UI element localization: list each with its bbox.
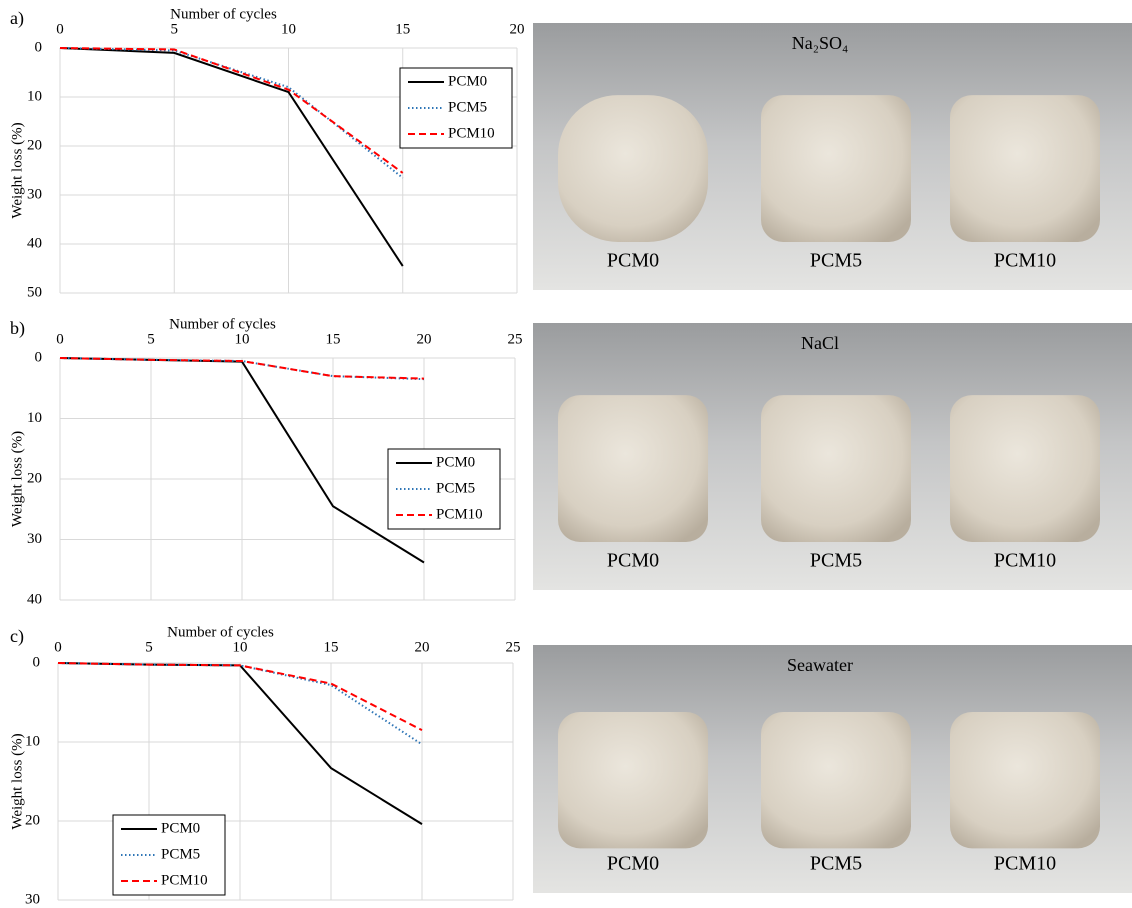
y-tick-label: 20	[27, 470, 42, 486]
y-tick-label: 0	[35, 39, 43, 55]
x-tick-label: 10	[235, 331, 250, 347]
specimen	[950, 95, 1100, 242]
x-tick-label: 20	[417, 331, 432, 347]
chart: c) Number of cycles Weight loss (%) 0 5 10 15 2…	[9, 624, 520, 907]
specimen	[558, 712, 708, 848]
y-tick-label: 10	[27, 410, 42, 426]
y-tick-label: 40	[27, 591, 42, 607]
y-tick-label: 20	[25, 812, 40, 828]
x-tick-label: 10	[281, 21, 296, 37]
x-tick-label: 20	[510, 21, 525, 37]
x-tick-label: 25	[506, 639, 521, 655]
y-tick-label: 0	[35, 349, 43, 365]
legend-label: PCM10	[161, 872, 208, 888]
y-axis-title: Weight loss (%)	[9, 733, 25, 829]
legend: PCM0 PCM5 PCM10	[400, 68, 512, 148]
legend: PCM0 PCM5 PCM10	[113, 815, 225, 895]
specimen	[761, 712, 911, 848]
panel-label: a)	[10, 8, 24, 29]
specimen-label: PCM10	[994, 853, 1056, 875]
page: {"chart_data": [ {"type": "line", "panel…	[0, 0, 1132, 908]
legend-label: PCM0	[436, 454, 475, 470]
x-tick-label: 15	[326, 331, 341, 347]
x-tick-label: 0	[56, 21, 64, 37]
y-tick-label: 0	[33, 654, 41, 670]
specimen-label: PCM0	[607, 250, 659, 272]
legend-label: PCM0	[448, 73, 487, 89]
specimen	[761, 95, 911, 242]
legend-label: PCM0	[161, 820, 200, 836]
x-tick-label: 25	[508, 331, 523, 347]
legend-label: PCM10	[436, 506, 483, 522]
x-axis-title: Number of cycles	[170, 6, 277, 22]
specimen-label: PCM0	[607, 853, 659, 875]
specimen	[558, 95, 708, 242]
photo-title: NaCl	[801, 333, 839, 353]
specimen-label: PCM5	[810, 550, 862, 572]
data-line	[60, 48, 403, 266]
figure: a) Number of cycles Weight loss (%) 0 5 10 15 2…	[0, 0, 1132, 908]
chart: b) Number of cycles Weight loss (%) 0 5 10 15 2…	[9, 316, 522, 607]
specimen-label: PCM5	[810, 250, 862, 272]
y-tick-label: 20	[27, 137, 42, 153]
photo: Na₂SO₄ PCM0 PCM5 PCM10	[533, 23, 1132, 290]
specimen-label: PCM0	[607, 550, 659, 572]
chart: a) Number of cycles Weight loss (%) 0 5 10 15 2…	[9, 6, 524, 300]
legend: PCM0 PCM5 PCM10	[388, 449, 500, 529]
x-axis-title: Number of cycles	[169, 316, 276, 332]
x-tick-label: 15	[324, 639, 339, 655]
y-tick-label: 50	[27, 284, 42, 300]
specimen-label: PCM10	[994, 550, 1056, 572]
y-tick-label: 10	[27, 88, 42, 104]
x-tick-label: 20	[415, 639, 430, 655]
x-tick-label: 5	[171, 21, 179, 37]
x-axis-title: Number of cycles	[167, 624, 274, 640]
specimen	[950, 712, 1100, 848]
y-axis-title: Weight loss (%)	[9, 431, 25, 527]
specimen-label: PCM10	[994, 250, 1056, 272]
specimen	[950, 395, 1100, 542]
x-tick-label: 10	[233, 639, 248, 655]
photo: Seawater PCM0 PCM5 PCM10	[533, 645, 1132, 893]
data-line	[60, 48, 403, 178]
photo-title: Seawater	[787, 655, 853, 675]
x-tick-label: 5	[147, 331, 155, 347]
y-tick-label: 30	[27, 531, 42, 547]
legend-label: PCM5	[448, 99, 487, 115]
y-tick-label: 40	[27, 235, 42, 251]
x-tick-label: 0	[56, 331, 64, 347]
legend-label: PCM5	[161, 846, 200, 862]
y-tick-label: 30	[27, 186, 42, 202]
data-line	[60, 48, 403, 173]
panel-label: b)	[10, 318, 25, 339]
x-tick-label: 5	[145, 639, 153, 655]
x-tick-label: 0	[54, 639, 62, 655]
x-tick-label: 15	[395, 21, 410, 37]
y-tick-label: 10	[25, 733, 40, 749]
photo-title: Na₂SO₄	[792, 33, 849, 53]
y-axis-title: Weight loss (%)	[9, 122, 25, 218]
specimen-label: PCM5	[810, 853, 862, 875]
specimen	[761, 395, 911, 542]
photo: NaCl PCM0 PCM5 PCM10	[533, 323, 1132, 590]
panel-label: c)	[10, 626, 24, 647]
legend-label: PCM10	[448, 125, 495, 141]
specimen	[558, 395, 708, 542]
y-tick-label: 30	[25, 891, 40, 907]
legend-label: PCM5	[436, 480, 475, 496]
